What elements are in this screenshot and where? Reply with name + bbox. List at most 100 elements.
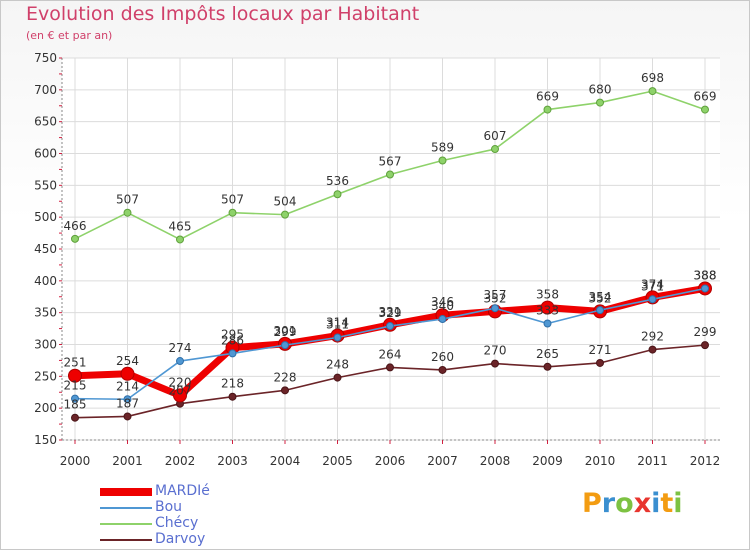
data-label-darvoy: 271 [589,343,612,357]
data-label-darvoy: 264 [379,347,402,361]
data-label-mardie: 352 [589,291,612,305]
data-label-bou: 286 [221,333,244,347]
x-tick-label: 2006 [375,454,406,468]
legend-label-mardie: MARDIé [155,483,210,499]
logo-letter: o [615,488,634,519]
data-point-checy [701,105,709,114]
data-point-bou [543,319,552,328]
x-tick-label: 2003 [217,454,248,468]
x-tick-label: 2011 [637,454,668,468]
data-point-darvoy [491,359,499,368]
data-point-bou [648,295,657,304]
logo-letter: t [660,488,674,519]
data-label-bou: 354 [589,290,612,304]
data-point-bou [491,304,499,313]
logo-letter: r [601,488,616,519]
data-label-checy: 669 [694,90,717,104]
data-label-mardie: 301 [274,324,297,338]
x-tick-label: 2005 [322,454,353,468]
data-label-darvoy: 187 [116,396,139,410]
x-tick-label: 2008 [480,454,511,468]
y-tick-label: 750 [34,51,57,65]
y-tick-label: 550 [34,178,57,192]
data-label-mardie: 331 [379,305,402,319]
y-tick-label: 200 [34,401,57,415]
data-label-checy: 465 [169,219,192,233]
data-label-bou: 214 [116,379,139,393]
data-label-checy: 536 [326,174,349,188]
data-point-bou [123,395,132,404]
data-point-bou [333,333,342,342]
legend-item-mardie[interactable]: MARDIé [100,483,320,500]
y-tick-label: 500 [34,210,57,224]
data-point-bou [281,341,289,350]
data-label-darvoy: 248 [326,358,349,372]
data-point-bou [71,394,79,403]
data-point-checy [228,208,237,217]
data-label-bou: 274 [169,341,192,355]
data-point-checy [71,234,79,243]
legend-label-checy: Chécy [155,515,199,531]
x-tick-label: 2004 [270,454,301,468]
data-point-darvoy [333,373,342,382]
data-label-bou: 388 [694,268,717,282]
y-tick-label: 600 [34,147,57,161]
data-label-checy: 698 [641,71,664,85]
data-point-darvoy [281,386,289,395]
data-point-darvoy [71,413,79,422]
y-tick-label: 400 [34,274,57,288]
data-label-darvoy: 299 [694,325,717,339]
data-point-bou [701,284,709,293]
data-label-bou: 340 [431,299,454,313]
data-point-checy [648,87,657,96]
data-point-checy [176,235,184,244]
data-label-checy: 567 [379,155,402,169]
y-tick-label: 450 [34,242,57,256]
x-tick-label: 2009 [532,454,563,468]
data-point-darvoy [123,412,132,421]
data-label-mardie: 295 [221,328,244,342]
data-point-checy [491,145,499,154]
y-tick-label: 700 [34,83,57,97]
legend-swatch-darvoy [100,539,152,541]
legend-item-checy[interactable]: Chécy [100,515,320,532]
data-label-bou: 357 [484,288,507,302]
data-point-bou [438,315,447,324]
data-label-bou: 333 [536,303,559,317]
legend-item-darvoy[interactable]: Darvoy [100,531,320,548]
logo-letter: i [673,488,683,519]
data-label-darvoy: 292 [641,330,664,344]
data-label-mardie: 314 [326,316,349,330]
data-point-bou [228,349,237,358]
data-label-bou: 371 [641,279,664,293]
data-label-darvoy: 265 [536,347,559,361]
chart-title: Evolution des Impôts locaux par Habitant [26,3,420,25]
x-tick-label: 2001 [112,454,143,468]
data-point-checy [596,98,604,107]
legend-item-bou[interactable]: Bou [100,499,320,516]
chart-legend: MARDIé Bou Chécy Darvoy [100,483,320,548]
data-label-checy: 507 [221,193,244,207]
data-label-darvoy: 185 [64,398,87,412]
y-tick-label: 650 [34,115,57,129]
data-label-checy: 466 [64,219,87,233]
data-label-darvoy: 207 [169,384,192,398]
data-point-darvoy [596,358,604,367]
data-label-checy: 669 [536,90,559,104]
data-label-bou: 215 [64,379,87,393]
y-tick-label: 350 [34,306,57,320]
data-point-darvoy [543,362,552,371]
data-label-mardie: 346 [431,295,454,309]
y-tick-label: 250 [34,369,57,383]
logo-letter: i [651,488,661,519]
logo-letter: x [633,488,652,519]
data-point-bou [596,306,604,315]
data-point-bou [176,357,184,366]
proxiti-logo: Proxiti [582,488,683,519]
data-label-checy: 680 [589,83,612,97]
data-label-darvoy: 218 [221,377,244,391]
y-tick-label: 150 [34,433,57,447]
data-label-bou: 329 [379,306,402,320]
x-tick-label: 2012 [690,454,721,468]
